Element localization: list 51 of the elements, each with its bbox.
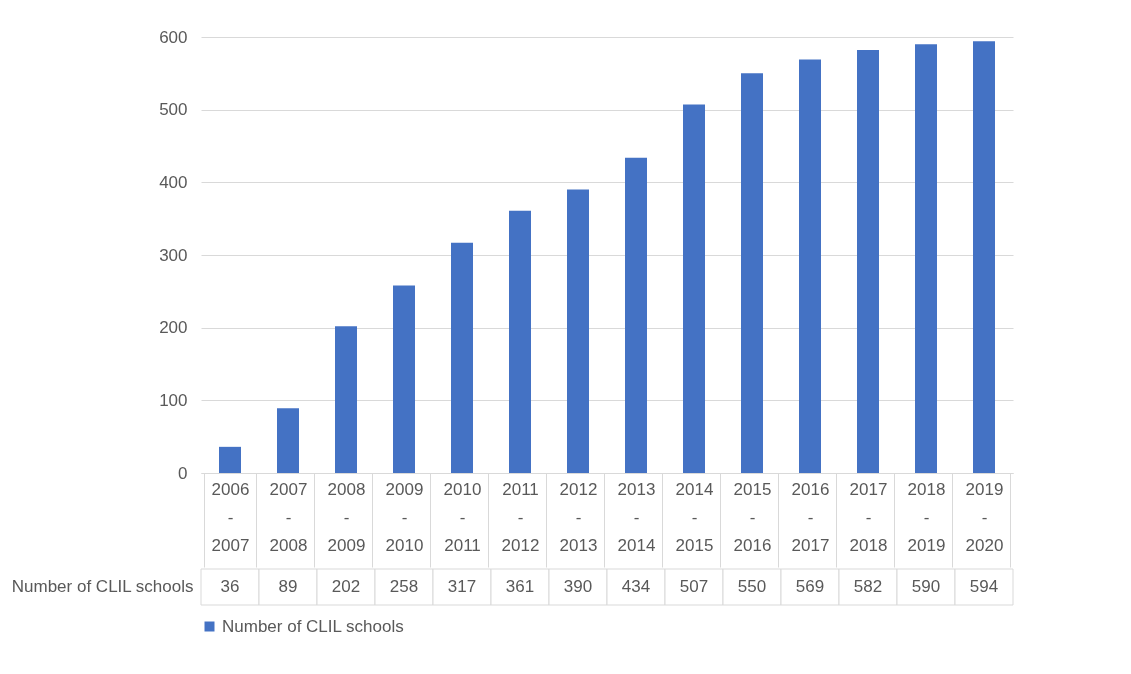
x-tick-label: 2007 - 2008: [269, 479, 308, 555]
y-tick-label: 300: [159, 245, 188, 265]
data-label: 89: [278, 577, 298, 596]
bar: [219, 446, 241, 473]
bar: [509, 210, 531, 473]
x-tick-label: 2012 - 2013: [559, 479, 598, 555]
x-tick-label: 2016 - 2017: [791, 479, 830, 555]
x-tick-label: 2010 - 2011: [443, 479, 482, 555]
data-label: 317: [447, 577, 477, 596]
data-label: 202: [331, 577, 361, 596]
x-tick-label: 2006 - 2007: [211, 479, 250, 555]
bar: [393, 285, 415, 473]
y-tick-label: 600: [159, 27, 188, 47]
bar: [683, 104, 705, 473]
data-label: 550: [737, 577, 767, 596]
x-tick-label: 2014 - 2015: [675, 479, 714, 555]
bar: [915, 44, 937, 473]
x-tick-label: 2013 - 2014: [617, 479, 656, 555]
bar: [567, 189, 589, 473]
y-tick-label: 200: [159, 318, 188, 338]
bar: [741, 73, 763, 473]
x-tick-label: 2009 - 2010: [385, 479, 424, 555]
y-tick-label: 500: [159, 100, 188, 120]
x-tick-label: 2011 - 2012: [501, 479, 540, 555]
x-tick-label: 2008 - 2009: [327, 479, 366, 555]
data-label: 507: [679, 577, 709, 596]
data-label: 36: [220, 577, 240, 596]
bar: [277, 408, 299, 473]
x-tick-label: 2018 - 2019: [907, 479, 946, 555]
bar: [973, 41, 995, 473]
data-label: 590: [911, 577, 941, 596]
data-label: 434: [621, 577, 651, 596]
x-tick-label: 2019 - 2020: [965, 479, 1004, 555]
y-tick-label: 400: [159, 172, 188, 192]
legend-label: Number of CLIL schools: [222, 616, 404, 636]
data-label: 582: [853, 577, 883, 596]
bar: [451, 242, 473, 473]
x-tick-label: 2017 - 2018: [849, 479, 888, 555]
data-label: 258: [389, 577, 419, 596]
y-tick-label: 0: [178, 463, 188, 483]
text: Number of CLIL schools: [11, 577, 194, 596]
bar: [857, 50, 879, 473]
y-tick-label: 100: [159, 390, 188, 410]
x-tick-label: 2015 - 2016: [733, 479, 772, 555]
bar: [799, 59, 821, 473]
data-label: 390: [563, 577, 593, 596]
data-label: 594: [969, 577, 999, 596]
bar: [335, 326, 357, 473]
bar: [625, 157, 647, 473]
data-label: 361: [505, 577, 535, 596]
data-label: 569: [795, 577, 825, 596]
